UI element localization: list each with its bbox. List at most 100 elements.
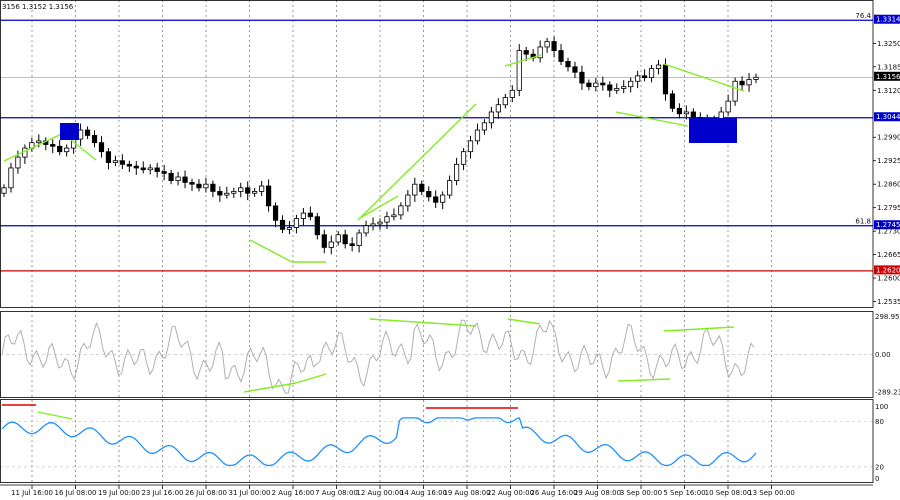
- cci-trend-line: [295, 373, 327, 384]
- x-tick-label: 13 Sep 00:00: [748, 489, 795, 497]
- candle-body: [488, 111, 495, 124]
- candle-body: [669, 93, 676, 109]
- candle-body: [98, 142, 105, 153]
- candle-body: [168, 172, 174, 181]
- highlight-boxes: [60, 118, 737, 143]
- candle-body: [36, 140, 42, 144]
- candle-body: [307, 212, 313, 218]
- candle-body: [377, 221, 383, 225]
- trend-line: [357, 103, 477, 221]
- cci-indicator: 298.9583 0.00 -289.236: [0, 313, 900, 396]
- candle-body: [732, 80, 738, 102]
- candle-body: [182, 176, 188, 183]
- trend-lines: [3, 54, 745, 263]
- x-tick-label: 19 Aug 08:00: [443, 489, 490, 497]
- candle-body: [217, 191, 223, 196]
- trend-line: [3, 130, 69, 162]
- candle-body: [739, 80, 745, 86]
- level-value-label: 1.2620: [876, 266, 900, 274]
- rsi-tick-label: 0: [875, 475, 879, 483]
- x-tick-label: 26 Jul 08:00: [185, 489, 227, 497]
- candle-body: [502, 97, 508, 106]
- x-tick-label: 10 Sep 08:00: [705, 489, 752, 497]
- current-price-label: 1.3156: [876, 73, 900, 81]
- cci-trend-line: [663, 326, 735, 332]
- candle-body: [412, 183, 418, 196]
- candle-body: [231, 191, 237, 194]
- header-quote: 3156 1.3152 1.3156: [2, 3, 74, 11]
- candle-body: [586, 82, 592, 88]
- rsi-line: [1, 417, 757, 467]
- candle-body: [607, 84, 613, 91]
- y-tick-label: 1.3120: [877, 87, 900, 95]
- y-tick-label: 1.2665: [877, 251, 900, 259]
- fib-label: 76.4: [855, 12, 871, 20]
- candle-body: [537, 46, 543, 59]
- y-tick-label: 1.3380: [877, 0, 900, 1]
- candle-body: [293, 218, 300, 228]
- x-tick-label: 31 Jul 00:00: [229, 489, 271, 497]
- x-tick-label: 14 Aug 16:00: [400, 489, 447, 497]
- trend-line: [663, 63, 745, 92]
- rsi-indicator: 100 80 20 0: [0, 403, 888, 483]
- y-tick-label: 1.3250: [877, 40, 900, 48]
- fib-label: 61.8: [855, 218, 871, 226]
- candle-body: [655, 64, 662, 70]
- candle-body: [238, 187, 244, 192]
- candle-body: [210, 183, 216, 192]
- candle-body: [50, 144, 56, 147]
- rsi-tick-label: 100: [875, 403, 888, 411]
- candle-body: [84, 129, 91, 136]
- x-tick-label: 29 Aug 08:00: [574, 489, 621, 497]
- candle-body: [544, 41, 550, 48]
- candle-body: [481, 122, 488, 131]
- candle-body: [753, 76, 759, 80]
- panel-frame: [0, 399, 874, 483]
- x-tick-label: 2 Aug 16:00: [272, 489, 315, 497]
- signal-box: [60, 123, 79, 140]
- panel-frames: [0, 0, 874, 486]
- y-tick-label: 1.3185: [877, 63, 900, 71]
- candle-body: [419, 183, 425, 192]
- x-tick-label: 26 Aug 16:00: [530, 489, 577, 497]
- level-value-box: [874, 220, 900, 230]
- y-tick-label: 1.2795: [877, 204, 900, 212]
- vertical-gridlines: [31, 0, 772, 485]
- candle-body: [342, 234, 348, 245]
- candle-body: [572, 66, 578, 73]
- cci-tick-label: -289.236: [875, 388, 900, 396]
- cci-trend-line: [507, 318, 541, 325]
- candle-body: [405, 194, 411, 207]
- level-value-box: [874, 14, 900, 24]
- candle-body: [516, 50, 522, 91]
- candle-body: [662, 64, 669, 95]
- candle-body: [203, 183, 209, 189]
- candle-body: [690, 111, 696, 118]
- candle-body: [77, 129, 84, 140]
- cci-line: [1, 319, 755, 394]
- candle-body: [286, 227, 293, 230]
- candle-body: [440, 194, 446, 203]
- level-value-box: [874, 265, 900, 275]
- x-tick-label: 16 Jul 08:00: [55, 489, 97, 497]
- candle-body: [189, 181, 195, 185]
- candle-body: [112, 160, 119, 163]
- candle-body: [105, 151, 112, 163]
- time-axis: 11 Jul 16:00 16 Jul 08:00 19 Jul 00:00 23 J…: [11, 485, 795, 497]
- cci-tick-label: 0.00: [875, 351, 891, 359]
- x-tick-label: 11 Jul 16:00: [11, 489, 53, 497]
- candle-body: [119, 160, 125, 165]
- x-tick-label: 22 Aug 00:00: [487, 489, 534, 497]
- candle-body: [265, 185, 272, 207]
- candle-body: [57, 145, 63, 153]
- candle-body: [321, 234, 327, 248]
- level-lines: 76.4 61.8: [0, 12, 873, 272]
- y-tick-label: 1.2535: [877, 298, 900, 306]
- rsi-trend-line: [37, 411, 73, 420]
- candle-body: [433, 196, 439, 203]
- y-tick-label: 1.2600: [877, 275, 900, 283]
- y-tick-label: 1.2860: [877, 181, 900, 189]
- candle-body: [621, 86, 627, 89]
- cci-trend-line: [369, 318, 477, 327]
